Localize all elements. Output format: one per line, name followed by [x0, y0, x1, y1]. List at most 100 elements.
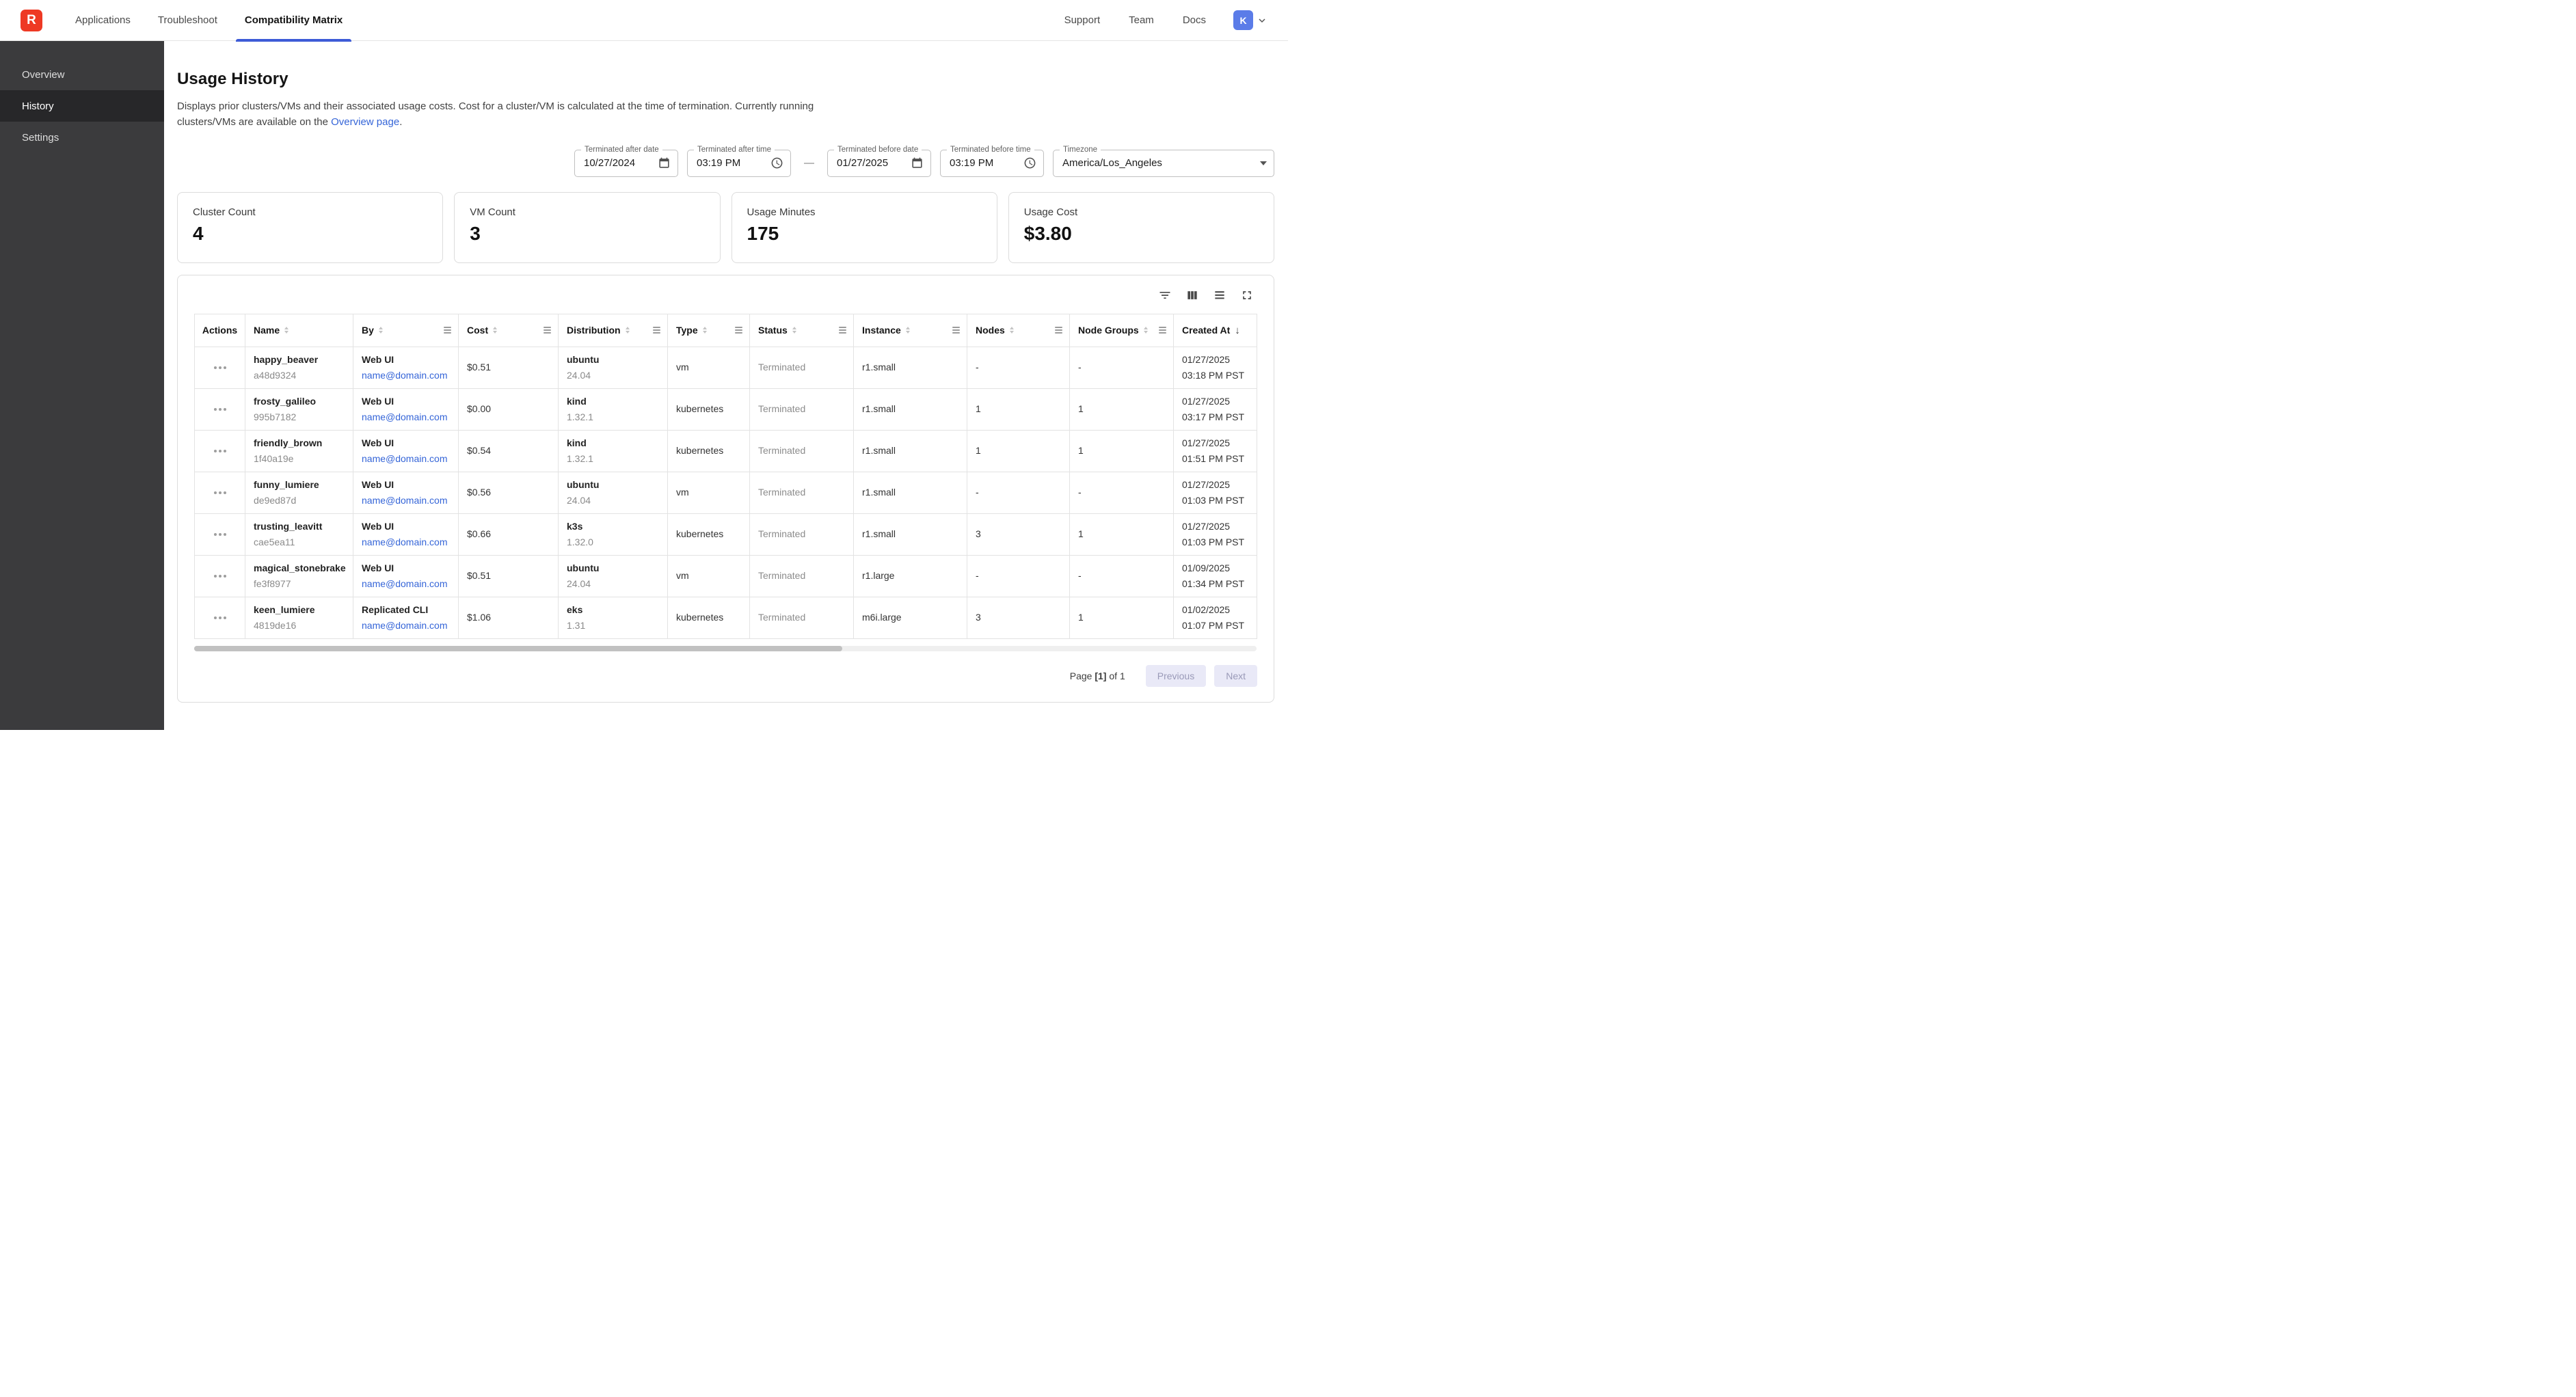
horizontal-scrollbar[interactable] [194, 645, 1257, 651]
column-header-distribution[interactable]: Distribution [559, 314, 668, 347]
column-label: Node Groups [1078, 325, 1139, 336]
terminated-after-date-input[interactable]: Terminated after date 10/27/2024 [574, 144, 678, 177]
email-link[interactable]: name@domain.com [362, 536, 448, 547]
created-by-source: Web UI [362, 521, 394, 532]
sidebar-item-overview[interactable]: Overview [22, 68, 65, 81]
status-value: Terminated [758, 445, 806, 457]
column-header-by[interactable]: By [353, 314, 459, 347]
cluster-name: magical_stonebraker [254, 562, 346, 574]
previous-page-button[interactable]: Previous [1145, 664, 1207, 687]
replicated-logo[interactable]: R [21, 9, 42, 31]
column-menu-icon[interactable] [1051, 327, 1062, 334]
fullscreen-icon[interactable] [1238, 286, 1256, 304]
email-link[interactable]: name@domain.com [362, 619, 448, 631]
stat-label: Cluster Count [193, 206, 256, 218]
nav-tab-troubleshoot[interactable]: Troubleshoot [157, 14, 217, 26]
column-header-status[interactable]: Status [750, 314, 854, 347]
next-page-button[interactable]: Next [1214, 664, 1257, 687]
cluster-name: happy_beaver [254, 354, 319, 366]
email-link[interactable]: name@domain.com [362, 411, 448, 422]
column-menu-icon[interactable] [649, 327, 660, 334]
row-actions-button[interactable] [209, 612, 231, 623]
clock-icon[interactable] [770, 157, 783, 169]
distribution-name: ubuntu [567, 479, 600, 491]
column-header-node-groups[interactable]: Node Groups [1070, 314, 1174, 347]
row-actions-cell [195, 347, 245, 389]
terminated-before-date-input[interactable]: Terminated before date 01/27/2025 [827, 144, 931, 177]
row-actions-cell [195, 555, 245, 597]
cost-value: $0.51 [467, 362, 492, 373]
row-actions-button[interactable] [209, 487, 231, 498]
email-link[interactable]: name@domain.com [362, 578, 448, 589]
instance-value: r1.small [862, 487, 896, 498]
row-actions-button[interactable] [209, 446, 231, 457]
nodes-value: 1 [976, 403, 981, 415]
user-avatar[interactable]: K [1233, 10, 1253, 30]
name-cell: frosty_galileo 995b7182 [245, 388, 353, 431]
column-menu-icon[interactable] [731, 327, 742, 334]
row-actions-button[interactable] [209, 571, 231, 582]
column-header-type[interactable]: Type [668, 314, 750, 347]
email-link[interactable]: name@domain.com [362, 369, 448, 381]
nav-tab-compatibility-matrix[interactable]: Compatibility Matrix [231, 0, 356, 42]
nav-link-team[interactable]: Team [1129, 14, 1154, 26]
sidebar-item-history[interactable]: History [0, 90, 164, 122]
clock-icon[interactable] [1023, 157, 1036, 169]
field-label-timezone: Timezone [1060, 144, 1101, 155]
user-menu[interactable]: K [1233, 10, 1267, 30]
created-by-source: Web UI [362, 562, 394, 574]
cost-value: $0.51 [467, 570, 492, 582]
row-actions-button[interactable] [209, 529, 231, 540]
terminated-after-time-input[interactable]: Terminated after time 03:19 PM [687, 144, 791, 177]
email-link[interactable]: name@domain.com [362, 452, 448, 464]
instance-cell: r1.small [854, 472, 967, 514]
row-actions-button[interactable] [209, 362, 231, 373]
density-icon[interactable] [1211, 286, 1229, 304]
app-root: R Applications Troubleshoot Compatibility … [0, 0, 1288, 730]
email-link[interactable]: name@domain.com [362, 494, 448, 506]
filter-icon[interactable] [1156, 286, 1174, 304]
node-groups-value: - [1078, 487, 1082, 498]
timezone-select[interactable]: Timezone America/Los_Angeles [1053, 144, 1274, 177]
node-groups-cell: - [1070, 555, 1174, 597]
scrollbar-thumb[interactable] [194, 645, 842, 651]
distribution-cell: ubuntu 24.04 [559, 347, 668, 389]
column-menu-icon[interactable] [440, 327, 451, 334]
row-actions-button[interactable] [209, 404, 231, 415]
overview-page-link[interactable]: Overview page [331, 116, 400, 128]
cluster-id: 1f40a19e [254, 452, 294, 464]
by-cell: Replicated CLI name@domain.com [353, 597, 459, 639]
cost-cell: $0.51 [459, 555, 559, 597]
calendar-icon[interactable] [911, 157, 924, 169]
column-menu-icon[interactable] [835, 327, 846, 334]
page-indicator: Page [1] of 1 [1069, 670, 1125, 681]
avatar-letter: K [1239, 14, 1247, 26]
column-header-created-at[interactable]: Created At ↓ [1174, 314, 1257, 347]
status-cell: Terminated [750, 555, 854, 597]
page-description: Displays prior clusters/VMs and their as… [177, 98, 820, 131]
stat-value: 3 [470, 222, 481, 244]
column-menu-icon[interactable] [1155, 327, 1166, 334]
dropdown-caret-icon [1260, 161, 1267, 165]
column-header-name[interactable]: Name [245, 314, 353, 347]
column-menu-icon[interactable] [948, 327, 960, 334]
column-header-instance[interactable]: Instance [854, 314, 967, 347]
created-date: 01/02/2025 [1182, 604, 1231, 616]
cost-value: $0.54 [467, 445, 492, 457]
nav-tab-applications[interactable]: Applications [75, 14, 131, 26]
calendar-icon[interactable] [658, 157, 671, 169]
terminated-before-time-input[interactable]: Terminated before time 03:19 PM [940, 144, 1044, 177]
node-groups-cell: 1 [1070, 597, 1174, 639]
terminated-before-date-value: 01/27/2025 [837, 157, 889, 169]
status-cell: Terminated [750, 513, 854, 556]
status-cell: Terminated [750, 430, 854, 472]
nav-link-support[interactable]: Support [1064, 14, 1101, 26]
column-header-cost[interactable]: Cost [459, 314, 559, 347]
sidebar-item-settings[interactable]: Settings [22, 131, 59, 144]
instance-value: r1.small [862, 445, 896, 457]
nav-link-docs[interactable]: Docs [1182, 14, 1206, 26]
column-menu-icon[interactable] [539, 327, 551, 334]
column-header-nodes[interactable]: Nodes [967, 314, 1070, 347]
filters-row: Terminated after date 10/27/2024 Termina… [177, 144, 1274, 177]
columns-icon[interactable] [1183, 286, 1201, 304]
